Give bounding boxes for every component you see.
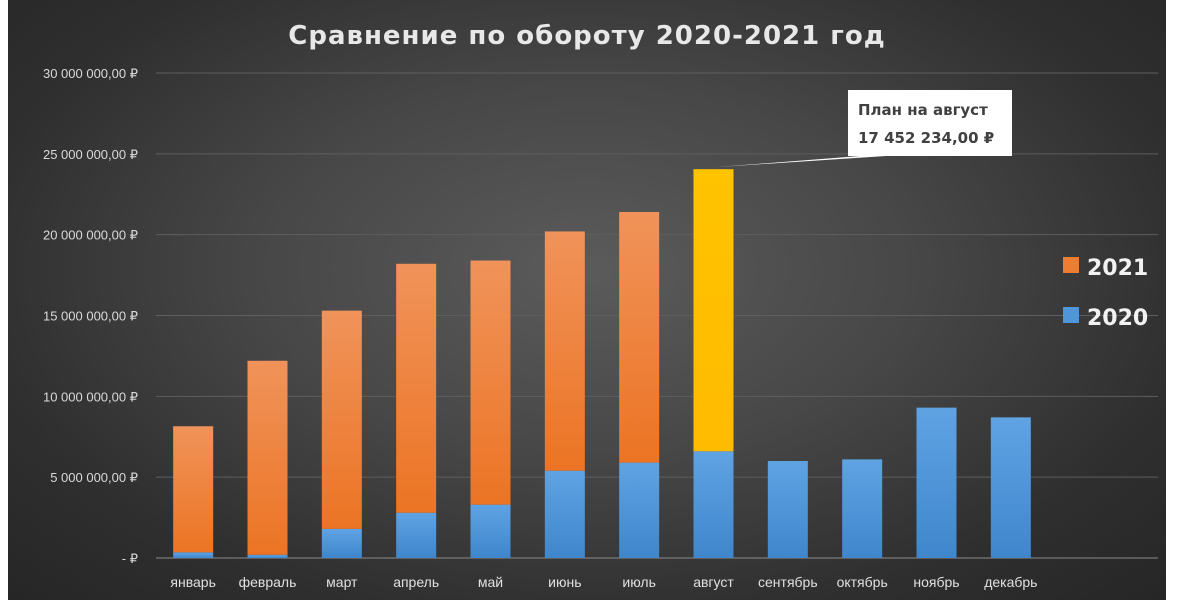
y-tick-label: 25 000 000,00 ₽ (43, 147, 138, 162)
bar-2021-2 (247, 360, 288, 555)
bar-2020-11 (916, 407, 957, 558)
x-tick-label: октябрь (837, 574, 888, 590)
bar-2021-4 (396, 263, 437, 513)
bar-2020-2 (247, 554, 288, 558)
legend-label-2020: 2020 (1087, 306, 1148, 331)
bar-2020-4 (396, 512, 437, 558)
legend-label-2021: 2021 (1087, 256, 1148, 281)
bar-2021-3 (321, 310, 362, 529)
bar-2021-5 (470, 260, 511, 505)
callout-line-2: 17 452 234,00 ₽ (858, 129, 994, 147)
x-tick-label: ноябрь (913, 574, 959, 590)
bar-2021-highlight (693, 169, 734, 452)
bar-2021-6 (544, 231, 585, 471)
legend: 2021 2020 (1063, 256, 1148, 331)
bar-2020-6 (544, 470, 585, 558)
bar-2020-5 (470, 504, 511, 558)
bar-2021-1 (173, 426, 214, 553)
y-tick-label: 5 000 000,00 ₽ (50, 470, 138, 485)
legend-swatch-2021 (1063, 257, 1079, 273)
chart-title: Сравнение по обороту 2020-2021 год (288, 21, 885, 51)
x-tick-label: сентябрь (758, 574, 818, 590)
x-axis-ticks: январь февраль март апрель май июнь июль август… (170, 574, 1037, 590)
x-tick-label: январь (170, 574, 215, 590)
x-tick-label: май (478, 574, 503, 590)
bar-2021-7 (619, 212, 660, 463)
x-tick-label: февраль (239, 574, 297, 590)
y-tick-label: - ₽ (122, 551, 138, 566)
x-tick-label: март (326, 574, 358, 590)
callout-box (715, 90, 1012, 168)
bar-2020-10 (842, 459, 883, 558)
bar-2020-7 (619, 462, 660, 558)
bar-2020-9 (767, 461, 808, 558)
x-tick-label: июль (622, 574, 655, 590)
callout-annotation: План на август 17 452 234,00 ₽ (715, 90, 1012, 168)
y-tick-label: 20 000 000,00 ₽ (43, 228, 138, 243)
bars (173, 169, 1031, 558)
bar-2020-12 (990, 417, 1031, 558)
x-tick-label: декабрь (984, 574, 1037, 590)
y-tick-label: 10 000 000,00 ₽ (43, 389, 138, 404)
y-axis-ticks: - ₽ 5 000 000,00 ₽ 10 000 000,00 ₽ 15 000 0… (43, 66, 138, 566)
bar-2020-3 (321, 528, 362, 558)
bar-2020-8 (693, 451, 734, 558)
chart-svg: Сравнение по обороту 2020-2021 год - ₽ 5 … (43, 21, 1158, 590)
bar-2020-1 (173, 552, 214, 558)
callout-line-1: План на август (858, 101, 988, 119)
legend-swatch-2020 (1063, 307, 1079, 323)
y-tick-label: 15 000 000,00 ₽ (43, 309, 138, 324)
chart-area: Сравнение по обороту 2020-2021 год - ₽ 5 … (8, 0, 1166, 600)
x-tick-label: август (693, 574, 734, 590)
y-tick-label: 30 000 000,00 ₽ (43, 66, 138, 81)
x-tick-label: апрель (393, 574, 439, 590)
x-tick-label: июнь (548, 574, 581, 590)
